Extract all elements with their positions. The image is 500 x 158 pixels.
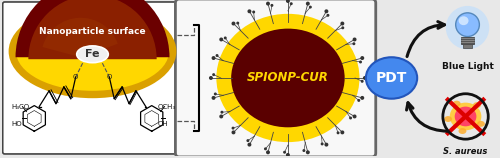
Circle shape (358, 99, 360, 102)
Text: Fe: Fe (86, 49, 100, 59)
Circle shape (270, 4, 274, 7)
FancyBboxPatch shape (2, 2, 180, 154)
Circle shape (286, 0, 290, 3)
Ellipse shape (450, 103, 482, 130)
FancyBboxPatch shape (176, 0, 376, 157)
Circle shape (359, 61, 362, 64)
Ellipse shape (8, 4, 176, 98)
Circle shape (306, 150, 310, 154)
Circle shape (352, 37, 356, 41)
FancyArrowPatch shape (407, 22, 445, 57)
Circle shape (216, 54, 218, 57)
Text: O: O (73, 74, 78, 80)
Text: HO: HO (12, 121, 22, 127)
Bar (460, 36, 474, 44)
Ellipse shape (452, 101, 460, 107)
Circle shape (220, 111, 224, 114)
Ellipse shape (456, 13, 479, 36)
Circle shape (212, 96, 216, 100)
Circle shape (248, 9, 252, 13)
Circle shape (266, 150, 270, 154)
Circle shape (360, 56, 364, 60)
Text: S. aureus: S. aureus (444, 147, 488, 156)
Text: O: O (106, 74, 112, 80)
Ellipse shape (477, 121, 485, 127)
Circle shape (360, 96, 364, 100)
Text: OH: OH (158, 121, 168, 127)
Wedge shape (28, 0, 156, 59)
Circle shape (324, 9, 328, 13)
Circle shape (214, 92, 217, 95)
Circle shape (286, 153, 290, 157)
Circle shape (236, 22, 239, 25)
Text: Nanoparticle surface: Nanoparticle surface (39, 27, 146, 36)
Circle shape (212, 56, 216, 60)
Text: Blue Light: Blue Light (442, 62, 494, 71)
Circle shape (326, 14, 330, 17)
Circle shape (340, 130, 344, 134)
Circle shape (324, 143, 328, 147)
Circle shape (224, 36, 226, 40)
Text: SPIONP-CUR: SPIONP-CUR (247, 71, 329, 85)
Circle shape (352, 115, 356, 118)
Circle shape (306, 2, 310, 6)
Circle shape (266, 2, 270, 6)
Circle shape (212, 73, 215, 76)
Text: H₃CO: H₃CO (12, 104, 30, 110)
Ellipse shape (473, 102, 481, 108)
Bar (462, 44, 472, 48)
Circle shape (209, 76, 213, 80)
Circle shape (246, 139, 250, 142)
Circle shape (248, 143, 252, 147)
Circle shape (252, 10, 255, 13)
Wedge shape (16, 0, 170, 57)
Circle shape (352, 42, 356, 45)
Circle shape (283, 151, 286, 154)
Circle shape (220, 115, 223, 118)
Circle shape (320, 143, 324, 145)
Ellipse shape (231, 29, 344, 127)
Circle shape (220, 37, 223, 41)
Ellipse shape (216, 14, 360, 142)
Circle shape (342, 26, 344, 29)
Circle shape (363, 76, 367, 80)
Ellipse shape (454, 107, 476, 126)
FancyArrowPatch shape (406, 103, 448, 131)
Circle shape (290, 2, 292, 5)
Ellipse shape (444, 116, 452, 122)
Text: OCH₃: OCH₃ (158, 104, 176, 110)
Ellipse shape (366, 57, 417, 99)
Ellipse shape (446, 6, 489, 49)
Circle shape (309, 6, 312, 9)
Circle shape (232, 130, 235, 134)
Circle shape (302, 149, 306, 152)
Ellipse shape (458, 16, 468, 25)
Circle shape (232, 21, 235, 25)
Circle shape (232, 127, 234, 130)
Wedge shape (42, 18, 118, 57)
Ellipse shape (458, 128, 466, 134)
Circle shape (349, 116, 352, 119)
Circle shape (340, 21, 344, 25)
Ellipse shape (76, 46, 108, 63)
Circle shape (360, 80, 364, 83)
Circle shape (264, 147, 267, 150)
Ellipse shape (16, 12, 169, 91)
Circle shape (336, 131, 340, 134)
Text: PDT: PDT (376, 71, 407, 85)
